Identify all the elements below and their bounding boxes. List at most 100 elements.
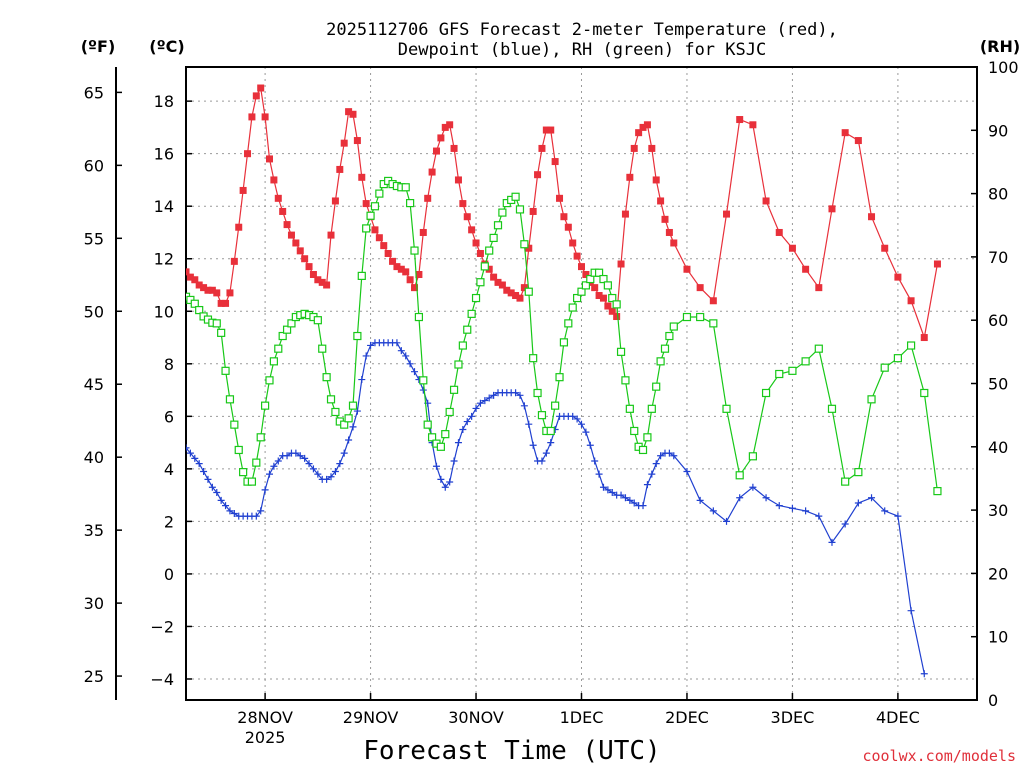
- dewpoint-point: [217, 496, 225, 504]
- celsius-tick-label: 14: [154, 197, 174, 216]
- temperature-point: [670, 239, 678, 247]
- dewpoint-point: [709, 507, 717, 515]
- rh-point: [454, 360, 463, 369]
- rh-point: [265, 376, 274, 385]
- temperature-point: [283, 221, 291, 229]
- temperature-point: [881, 244, 889, 252]
- dewpoint-point: [569, 412, 577, 420]
- temperature-point: [709, 297, 717, 305]
- celsius-tick-label: 2: [164, 512, 174, 531]
- series-filled-square: [186, 84, 941, 342]
- temperature-point: [569, 239, 577, 247]
- rh-point: [370, 202, 380, 211]
- rh-point: [326, 395, 336, 404]
- rh-point: [555, 373, 564, 382]
- dewpoint-point: [547, 439, 555, 447]
- fahrenheit-tick-label: 40: [84, 448, 104, 467]
- dewpoint-point: [841, 520, 849, 528]
- temperature-point: [265, 155, 273, 163]
- dewpoint-point: [349, 423, 357, 431]
- dewpoint-point: [441, 483, 449, 491]
- rh-point: [647, 404, 656, 413]
- rh-point: [599, 274, 608, 284]
- rh-point: [221, 366, 230, 375]
- temperature-point: [529, 207, 537, 215]
- dewpoint-point: [195, 460, 203, 468]
- fahrenheit-tick-label: 65: [84, 83, 104, 102]
- temperature-point: [775, 228, 783, 236]
- rh-point: [920, 388, 929, 398]
- rh-point: [278, 331, 287, 341]
- rh-point: [217, 328, 226, 337]
- rh-line: [186, 180, 938, 492]
- rh-point: [801, 357, 810, 366]
- rh-point: [423, 420, 432, 429]
- temperature-point: [222, 299, 230, 307]
- rh-tick-label: 90: [988, 121, 1008, 140]
- temperature-point: [384, 249, 392, 257]
- temperature-point: [340, 139, 348, 147]
- temperature-point: [446, 121, 454, 129]
- temperature-point: [648, 144, 656, 152]
- dewpoint-line: [186, 342, 925, 674]
- temperature-point: [195, 281, 203, 289]
- rh-point: [533, 388, 542, 398]
- temperature-point: [868, 213, 876, 221]
- chart-title-line1: 2025112706 GFS Forecast 2-meter Temperat…: [326, 20, 838, 40]
- celsius-tick-label: 4: [164, 460, 174, 479]
- dewpoint-point: [331, 467, 339, 475]
- temperature-point: [318, 278, 326, 286]
- temperature-point: [358, 173, 366, 181]
- grid: [186, 67, 977, 700]
- dewpoint-point: [327, 473, 335, 481]
- temperature-point: [635, 129, 643, 137]
- rh-point: [761, 388, 771, 398]
- temperature-point: [907, 297, 915, 305]
- dewpoint-point: [626, 496, 634, 504]
- temperature-point: [327, 231, 335, 239]
- rh-point: [511, 192, 520, 201]
- dewpoint-point: [920, 670, 928, 678]
- temperature-point: [503, 286, 511, 294]
- data-series: [186, 84, 942, 678]
- dewpoint-point: [204, 475, 212, 483]
- dewpoint-point: [749, 483, 757, 491]
- temperature-point: [599, 294, 607, 302]
- rh-point: [880, 363, 889, 372]
- celsius-tick-label: 18: [154, 92, 174, 111]
- rh-point: [401, 183, 410, 192]
- dewpoint-point: [815, 512, 823, 520]
- rh-point: [467, 309, 476, 318]
- temperature-point: [244, 150, 252, 158]
- rh-point: [735, 471, 744, 480]
- dewpoint-point: [274, 457, 282, 465]
- dewpoint-point: [630, 499, 638, 507]
- rh-point: [190, 299, 199, 308]
- dewpoint-point: [191, 454, 199, 462]
- rh-tick-label: 50: [988, 375, 1008, 394]
- rh-point: [551, 401, 560, 410]
- dewpoint-point: [476, 399, 484, 407]
- dewpoint-point: [305, 460, 313, 468]
- temperature-point: [380, 242, 388, 250]
- rh-point: [449, 385, 459, 394]
- source-credit: coolwx.com/models: [862, 747, 1016, 765]
- rh-point: [660, 344, 670, 353]
- temperature-point: [204, 286, 212, 294]
- rh-point: [616, 347, 626, 356]
- dewpoint-point: [868, 494, 876, 502]
- rh-point: [476, 278, 485, 287]
- rh-point: [348, 401, 358, 410]
- temperature-point: [349, 110, 357, 118]
- temperature-point: [525, 244, 533, 252]
- dewpoint-point: [894, 512, 902, 520]
- dewpoint-point: [608, 489, 616, 497]
- rh-point: [630, 426, 639, 436]
- rh-point: [463, 325, 472, 334]
- dewpoint-point: [828, 538, 836, 546]
- dewpoint-point: [854, 499, 862, 507]
- temperature-point: [630, 144, 638, 152]
- temperature-point: [239, 186, 247, 194]
- dewpoint-point: [208, 483, 216, 491]
